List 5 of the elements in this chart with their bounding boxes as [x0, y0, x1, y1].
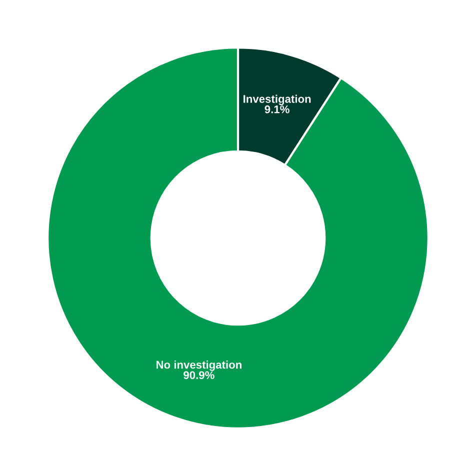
donut-slice	[46, 46, 430, 430]
data-label: 90.9%	[184, 371, 214, 380]
data-label: 9.1%	[264, 105, 290, 114]
slice-label: No investigation	[156, 360, 242, 371]
slice-label: Investigation	[244, 94, 311, 106]
